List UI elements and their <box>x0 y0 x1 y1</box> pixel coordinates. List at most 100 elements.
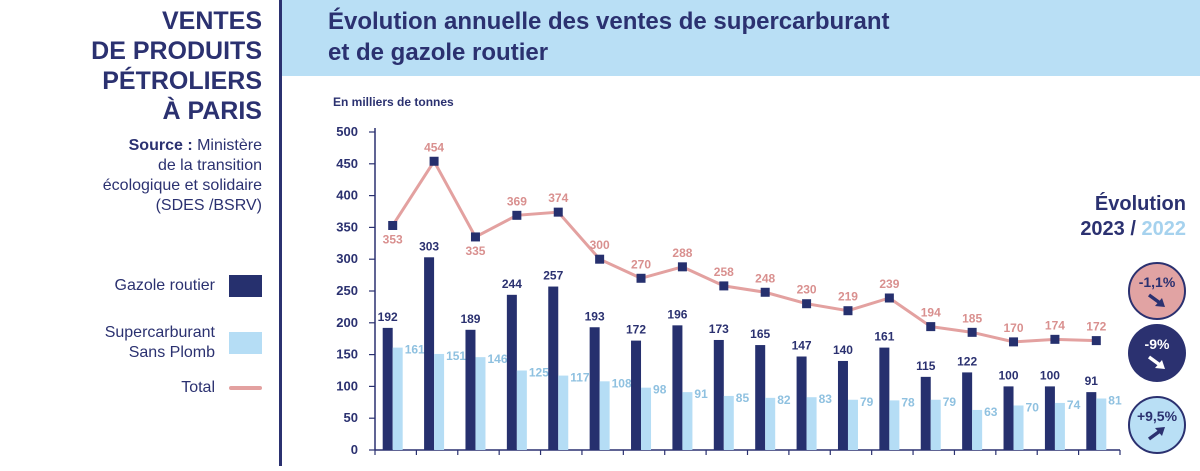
point-total <box>388 220 398 230</box>
point-total <box>553 207 563 217</box>
bar-gazole <box>755 345 766 450</box>
source-line-1: Ministère <box>197 137 262 154</box>
bar-label-super: 81 <box>1108 393 1122 407</box>
bar-label-gazole: 100 <box>999 368 1019 382</box>
point-total <box>843 306 853 316</box>
bar-label-gazole: 257 <box>543 269 563 283</box>
bar-label-super: 146 <box>487 352 507 366</box>
legend-label-total: Total <box>181 379 215 396</box>
bar-label-gazole: 196 <box>667 307 687 321</box>
y-tick-label: 150 <box>336 347 358 362</box>
bar-label-super: 117 <box>570 371 590 385</box>
legend-item-total: Total <box>181 378 262 398</box>
bar-gazole <box>465 329 476 450</box>
bar-super <box>930 399 941 450</box>
bar-super <box>682 392 693 450</box>
bar-label-gazole: 244 <box>502 277 522 291</box>
point-label-total: 374 <box>548 191 568 205</box>
bar-label-super: 85 <box>736 391 750 405</box>
bar-gazole <box>713 339 724 450</box>
chart-header: Évolution annuelle des ventes de superca… <box>282 0 1200 76</box>
evolution-year-2023: 2023 <box>1080 218 1125 240</box>
bar-label-gazole: 140 <box>833 343 853 357</box>
chart-title: Évolution annuelle des ventes de superca… <box>328 6 889 68</box>
bar-super <box>765 397 776 450</box>
bar-super <box>599 381 610 450</box>
point-label-total: 258 <box>714 265 734 279</box>
point-label-total: 353 <box>383 232 403 246</box>
sidebar-title-line-1: VENTES <box>161 7 262 35</box>
legend-label-gazole: Gazole routier <box>114 277 216 294</box>
bar-label-gazole: 161 <box>874 330 894 344</box>
bar-label-gazole: 100 <box>1040 368 1060 382</box>
bar-label-gazole: 147 <box>792 339 812 353</box>
y-tick-label: 450 <box>336 156 358 171</box>
bar-gazole <box>962 372 973 450</box>
bar-label-gazole: 172 <box>626 323 646 337</box>
point-total <box>1050 334 1060 344</box>
point-label-total: 170 <box>1004 321 1024 335</box>
y-tick-label: 350 <box>336 219 358 234</box>
badge-gazole-value: -9% <box>1144 336 1170 352</box>
point-total <box>967 327 977 337</box>
arrow-up-right-icon <box>1147 427 1165 441</box>
point-total <box>429 156 439 166</box>
chart-area: En milliers de tonnes 0 50 100 150 200 250 300 3… <box>282 76 1200 471</box>
badge-gazole-change: -9% <box>1128 324 1186 382</box>
point-label-total: 172 <box>1086 320 1106 334</box>
legend-swatch-super <box>229 332 262 354</box>
point-total <box>926 322 936 332</box>
bar-label-super: 83 <box>819 392 833 406</box>
source-line-2: de la transition <box>157 157 262 174</box>
y-tick-label: 200 <box>336 315 358 330</box>
chart-title-line-1: Évolution annuelle des ventes de superca… <box>328 8 890 35</box>
legend-label-super-line2: Sans Plomb <box>128 344 215 361</box>
point-label-total: 239 <box>879 277 899 291</box>
vertical-divider <box>279 0 282 466</box>
bar-gazole <box>382 327 393 450</box>
bar-label-gazole: 303 <box>419 239 439 253</box>
point-total <box>512 210 522 220</box>
bar-gazole <box>672 325 683 450</box>
arrow-down-right-icon <box>1147 293 1165 307</box>
point-total <box>470 232 480 242</box>
bar-label-super: 151 <box>446 349 466 363</box>
y-tick-label: 100 <box>336 378 358 393</box>
bar-label-super: 98 <box>653 383 667 397</box>
bar-gazole <box>1003 386 1014 450</box>
bar-super <box>847 399 858 450</box>
sidebar-title-line-3: PÉTROLIERS <box>102 67 262 95</box>
legend-swatch-total <box>229 386 262 390</box>
bar-label-gazole: 165 <box>750 327 770 341</box>
bar-super <box>475 357 486 450</box>
y-axis-title: En milliers de tonnes <box>333 95 454 109</box>
line-total <box>391 158 1097 344</box>
y-tick-label: 0 <box>351 442 358 457</box>
y-tick-label: 400 <box>336 188 358 203</box>
bar-super <box>434 353 445 450</box>
bar-gazole <box>506 294 517 450</box>
bar-label-super: 63 <box>984 405 998 419</box>
y-tick-label: 50 <box>344 410 358 425</box>
bar-gazole <box>879 347 890 450</box>
bar-gazole <box>920 376 931 450</box>
evolution-separator: / <box>1130 218 1136 240</box>
bar-label-super: 125 <box>529 366 549 380</box>
bar-label-super: 91 <box>694 387 708 401</box>
evolution-year-2022: 2022 <box>1141 218 1187 240</box>
point-total <box>719 281 729 291</box>
legend-label-super: Supercarburant Sans Plomb <box>105 323 215 363</box>
badge-total-change: -1,1% <box>1128 262 1186 320</box>
point-label-total: 219 <box>838 290 858 304</box>
bar-gazole <box>631 340 642 450</box>
bar-gazole <box>424 257 435 450</box>
bar-gazole <box>796 356 807 450</box>
point-total <box>1091 336 1101 346</box>
sidebar-title-line-4: À PARIS <box>162 97 262 125</box>
point-label-total: 369 <box>507 194 527 208</box>
bar-super <box>558 375 569 450</box>
bar-label-super: 82 <box>777 393 791 407</box>
chart-svg: En milliers de tonnes 0 50 100 150 200 250 300 3… <box>333 95 1122 457</box>
badge-total-value: -1,1% <box>1138 274 1176 290</box>
bar-super <box>1013 405 1024 450</box>
